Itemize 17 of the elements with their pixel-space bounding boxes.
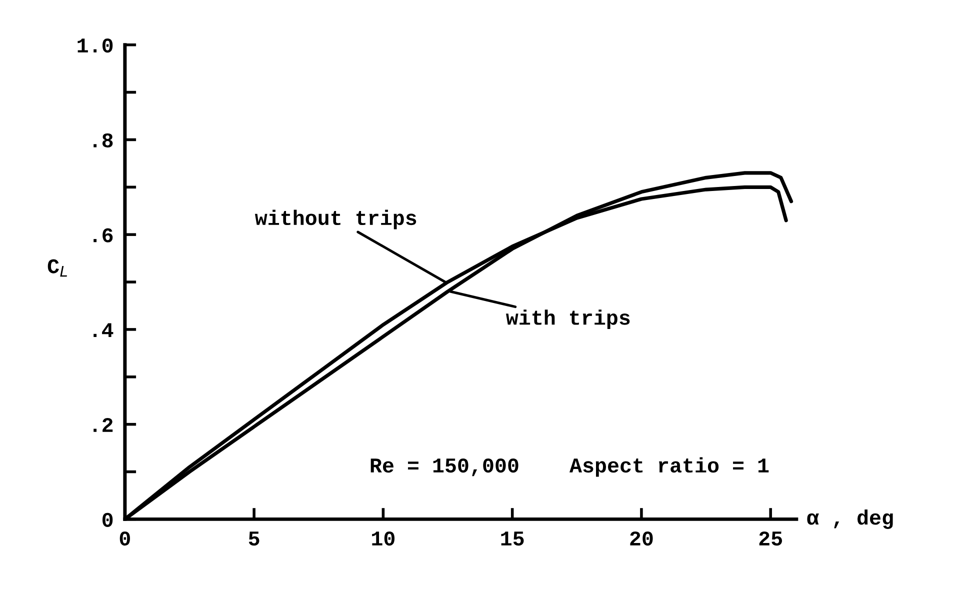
x-tick-label: 25 xyxy=(759,531,782,546)
y-tick-label: 0 xyxy=(102,512,113,527)
x-tick-label: 15 xyxy=(501,532,524,546)
x-tick-label: 20 xyxy=(630,531,653,546)
y-axis-title: C$_{L}$ xyxy=(48,259,67,277)
y-tick-label: .6 xyxy=(94,228,113,242)
y-tick-label: 1.0 xyxy=(78,38,113,53)
annotation: with trips xyxy=(506,310,630,329)
y-tick-label: .4 xyxy=(94,323,114,338)
annotation: without trips xyxy=(254,210,416,230)
y-tick-label: .2 xyxy=(94,418,113,432)
x-axis-title: α , deg xyxy=(807,509,893,529)
y-tick-label: .8 xyxy=(94,133,113,148)
annotation: Re = 150,000 Aspect ratio = 1 xyxy=(370,457,769,477)
x-tick-label: 5 xyxy=(248,532,260,546)
x-tick-label: 10 xyxy=(372,531,394,546)
x-tick-label: 0 xyxy=(120,531,130,546)
